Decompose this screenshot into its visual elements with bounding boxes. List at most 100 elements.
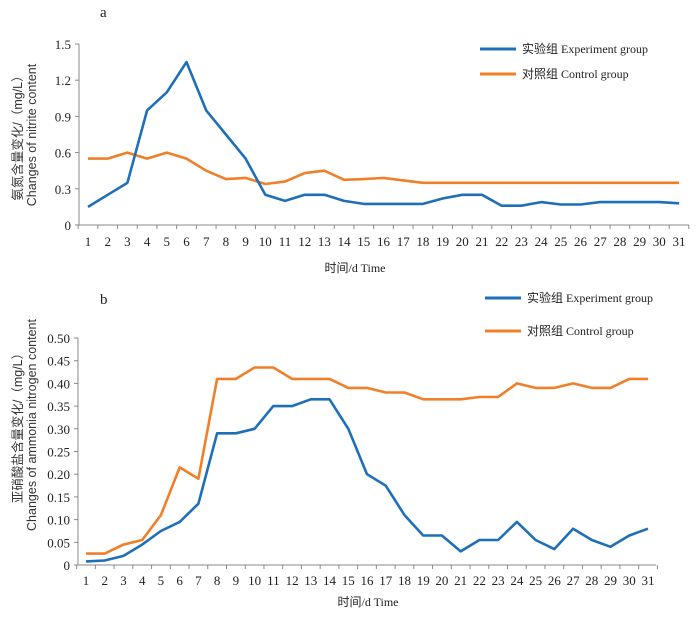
x-axis-title: 时间/d Time	[324, 261, 385, 275]
y-axis-title: 氨氮含量变化/（mg/L） Changes of nitrite content	[10, 63, 39, 206]
y-tick-label: 0.3	[55, 182, 71, 197]
x-tick-label: 29	[633, 234, 646, 249]
legend-item: 实验组 Experiment group	[485, 290, 653, 305]
x-tick-label: 6	[183, 234, 190, 249]
x-tick-label: 2	[104, 234, 111, 249]
x-tick-label: 22	[495, 234, 508, 249]
x-tick-label: 15	[342, 573, 355, 588]
x-tick-label: 5	[164, 234, 171, 249]
x-tick-label: 16	[361, 573, 375, 588]
series-line-experiment	[85, 397, 649, 563]
y-tick-label: 0	[64, 558, 71, 573]
x-tick-label: 4	[139, 573, 146, 588]
y-tick-label: 0.9	[55, 109, 71, 124]
x-tick-label: 25	[554, 234, 567, 249]
y-tick-label: 0.40	[47, 376, 70, 391]
panel-b: b 0 0.05 0.10 0.15 0.20 0.25 0.30 0.35 0.40 0.45 0.…	[10, 290, 658, 609]
y-axis-title-en: Changes of ammonia nitrogen content	[25, 319, 39, 531]
y-axis-title-en: Changes of nitrite content	[25, 63, 39, 206]
x-tick-label: 12	[286, 573, 299, 588]
x-tick-label: 28	[585, 573, 598, 588]
x-tick-label: 28	[613, 234, 626, 249]
x-tick-label: 6	[176, 573, 183, 588]
x-tick-label: 22	[473, 573, 486, 588]
x-tick-label: 20	[435, 573, 448, 588]
x-tick-label: 4	[144, 234, 151, 249]
x-tick-label: 31	[642, 573, 655, 588]
panel-label: a	[100, 5, 107, 21]
x-tick-label: 12	[298, 234, 311, 249]
x-tick-label: 23	[515, 234, 528, 249]
x-tick-label: 30	[623, 573, 636, 588]
y-tick-label: 0.15	[47, 490, 70, 505]
x-tick-label: 21	[454, 573, 467, 588]
x-tick-label: 30	[653, 234, 666, 249]
y-axis-title-cn: 亚硝酸盐含量变化/（mg/L）	[10, 347, 25, 503]
x-tick-label: 21	[476, 234, 489, 249]
x-tick-label: 27	[567, 573, 581, 588]
y-tick-label: 0.50	[47, 331, 70, 346]
x-tick-label: 11	[279, 234, 292, 249]
x-tick-label: 7	[195, 573, 202, 588]
panel-a: a00.30.60.91.21.51 2 3 4 5 6 7 8 9 10 11 12 13 14 15 16…	[10, 5, 690, 275]
x-tick-label: 31	[673, 234, 686, 249]
x-tick-label: 11	[267, 573, 280, 588]
y-tick-label: 1.5	[55, 37, 71, 52]
x-tick-label: 7	[203, 234, 210, 249]
legend-label: 对照组 Control group	[527, 324, 634, 338]
y-tick-label: 0.30	[47, 422, 70, 437]
x-tick-label: 8	[223, 234, 230, 249]
legend-label: 对照组 Control group	[522, 67, 629, 81]
x-tick-label: 9	[233, 573, 240, 588]
y-tick-label: 0.45	[47, 354, 70, 369]
panel-label: b	[100, 292, 108, 308]
y-tick-label: 0.10	[47, 513, 70, 528]
x-tick-label: 18	[398, 573, 411, 588]
y-tick-label: 0.05	[47, 535, 70, 550]
series-line-experiment	[87, 60, 680, 209]
x-tick-label: 10	[248, 573, 261, 588]
x-tick-label: 26	[574, 234, 588, 249]
x-tick-label: 3	[124, 234, 131, 249]
x-tick-label: 8	[214, 573, 221, 588]
x-tick-label: 1	[85, 234, 92, 249]
x-tick-label: 15	[357, 234, 370, 249]
x-tick-label: 24	[510, 573, 524, 588]
x-tick-label: 24	[535, 234, 549, 249]
x-tick-label: 16	[377, 234, 391, 249]
y-axis-title: 亚硝酸盐含量变化/（mg/L） Changes of ammonia nitrog…	[10, 319, 39, 531]
x-tick-label: 23	[492, 573, 505, 588]
x-tick-label: 9	[242, 234, 249, 249]
x-tick-label: 14	[338, 234, 352, 249]
series-line-control	[86, 366, 648, 555]
legend-item: 对照组 Control group	[480, 67, 629, 81]
legend-item: 实验组 Experiment group	[480, 41, 648, 56]
y-tick-label: 0	[65, 218, 72, 233]
legend-item: 对照组 Control group	[485, 324, 634, 338]
x-tick-label: 20	[456, 234, 469, 249]
x-tick-label: 17	[379, 573, 393, 588]
x-axis-title: 时间/d Time	[337, 595, 398, 609]
x-tick-label: 3	[120, 573, 127, 588]
x-tick-label: 18	[416, 234, 429, 249]
y-tick-label: 1.2	[55, 73, 71, 88]
x-tick-label: 13	[318, 234, 331, 249]
x-tick-label: 1	[83, 573, 90, 588]
legend-label: 实验组 Experiment group	[522, 41, 648, 56]
x-tick-label: 25	[529, 573, 542, 588]
x-tick-label: 14	[323, 573, 337, 588]
x-tick-label: 13	[304, 573, 317, 588]
x-tick-label: 19	[417, 573, 430, 588]
x-tick-label: 2	[101, 573, 108, 588]
x-tick-label: 10	[259, 234, 272, 249]
x-tick-label: 27	[594, 234, 608, 249]
x-tick-label: 29	[604, 573, 617, 588]
y-tick-label: 0.25	[47, 445, 70, 460]
series-line-control	[88, 151, 679, 186]
y-tick-label: 0.35	[47, 399, 70, 414]
y-tick-label: 0.20	[47, 467, 70, 482]
y-axis-title-cn: 氨氮含量变化/（mg/L）	[10, 69, 25, 200]
y-tick-label: 0.6	[55, 146, 72, 161]
x-tick-label: 17	[397, 234, 411, 249]
